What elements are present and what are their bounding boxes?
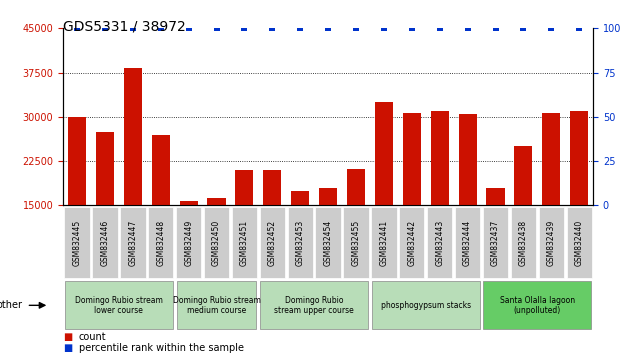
Bar — [403, 113, 421, 294]
Bar — [542, 113, 560, 294]
Text: other: other — [0, 300, 22, 310]
Point — [72, 25, 82, 31]
Text: GSM832439: GSM832439 — [547, 219, 556, 266]
Text: ■: ■ — [63, 332, 73, 342]
Text: GSM832452: GSM832452 — [268, 219, 277, 266]
Bar — [319, 188, 337, 294]
Bar — [68, 117, 86, 294]
Text: GSM832448: GSM832448 — [156, 219, 165, 266]
Text: GSM832454: GSM832454 — [324, 219, 333, 266]
Bar — [180, 201, 198, 294]
Text: count: count — [79, 332, 107, 342]
Text: GSM832440: GSM832440 — [575, 219, 584, 266]
Point — [323, 25, 333, 31]
Point — [100, 25, 110, 31]
Text: GSM832451: GSM832451 — [240, 219, 249, 266]
Text: Domingo Rubio
stream upper course: Domingo Rubio stream upper course — [274, 296, 354, 315]
Bar — [235, 170, 254, 294]
Text: ■: ■ — [63, 343, 73, 353]
Bar — [570, 111, 588, 294]
Bar — [375, 102, 393, 294]
Point — [211, 25, 221, 31]
Text: GDS5331 / 38972: GDS5331 / 38972 — [63, 19, 186, 34]
Text: Domingo Rubio stream
lower course: Domingo Rubio stream lower course — [75, 296, 163, 315]
Text: GSM832444: GSM832444 — [463, 219, 472, 266]
Point — [128, 25, 138, 31]
Bar — [430, 111, 449, 294]
Bar — [514, 146, 533, 294]
Point — [574, 25, 584, 31]
Text: GSM832447: GSM832447 — [128, 219, 138, 266]
Text: GSM832443: GSM832443 — [435, 219, 444, 266]
Text: GSM832453: GSM832453 — [296, 219, 305, 266]
Point — [490, 25, 500, 31]
Point — [156, 25, 166, 31]
Point — [379, 25, 389, 31]
Point — [239, 25, 249, 31]
Bar — [459, 114, 476, 294]
Point — [463, 25, 473, 31]
Text: GSM832446: GSM832446 — [100, 219, 109, 266]
Bar — [487, 188, 505, 294]
Text: Domingo Rubio stream
medium course: Domingo Rubio stream medium course — [173, 296, 261, 315]
Text: phosphogypsum stacks: phosphogypsum stacks — [380, 301, 471, 310]
Text: GSM832449: GSM832449 — [184, 219, 193, 266]
Text: percentile rank within the sample: percentile rank within the sample — [79, 343, 244, 353]
Bar — [96, 132, 114, 294]
Point — [546, 25, 557, 31]
Bar — [291, 190, 309, 294]
Bar — [347, 169, 365, 294]
Text: GSM832445: GSM832445 — [73, 219, 81, 266]
Text: GSM832437: GSM832437 — [491, 219, 500, 266]
Text: GSM832455: GSM832455 — [351, 219, 360, 266]
Bar — [263, 170, 281, 294]
Point — [295, 25, 305, 31]
Point — [407, 25, 417, 31]
Point — [351, 25, 361, 31]
Text: GSM832442: GSM832442 — [408, 219, 416, 266]
Text: GSM832441: GSM832441 — [379, 219, 389, 266]
Point — [184, 25, 194, 31]
Point — [518, 25, 528, 31]
Bar — [208, 198, 226, 294]
Bar — [151, 135, 170, 294]
Text: GSM832438: GSM832438 — [519, 219, 528, 266]
Bar — [124, 68, 142, 294]
Point — [435, 25, 445, 31]
Point — [268, 25, 278, 31]
Text: Santa Olalla lagoon
(unpolluted): Santa Olalla lagoon (unpolluted) — [500, 296, 575, 315]
Text: GSM832450: GSM832450 — [212, 219, 221, 266]
